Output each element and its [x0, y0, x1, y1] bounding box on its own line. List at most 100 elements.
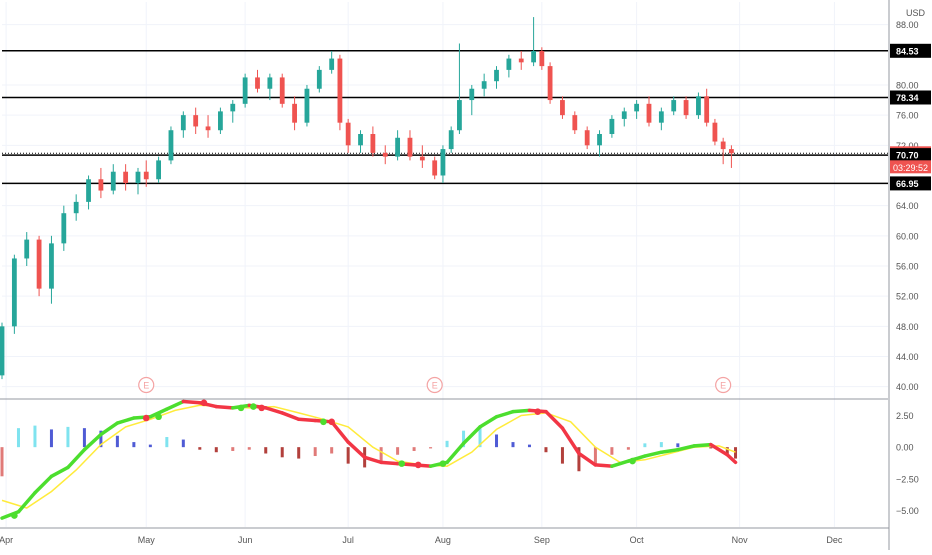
oscillator-segment [181, 399, 202, 405]
price-tick-label: 60.00 [896, 231, 919, 241]
countdown-box [890, 160, 931, 174]
candle-body [193, 115, 199, 127]
candle-body [621, 111, 627, 119]
price-tick-label: 76.00 [896, 111, 919, 121]
oscillator-segment [362, 455, 383, 465]
candle-body [168, 130, 174, 161]
candle-body [395, 137, 401, 157]
histogram-bar [495, 434, 499, 448]
cross-dot [328, 418, 335, 426]
candle-body [345, 122, 351, 146]
oscillator-segment [610, 459, 631, 468]
oscillator-segment [296, 417, 317, 423]
candle-body [518, 58, 524, 63]
histogram-bar [280, 447, 284, 458]
candle-body [609, 118, 615, 134]
candle-body [337, 58, 343, 123]
cross-dot [320, 418, 327, 426]
candle-body [61, 213, 67, 244]
oscillator-segment [82, 432, 103, 452]
price-tick-label: 52.00 [896, 292, 919, 302]
oscillator-segment [346, 440, 367, 460]
cross-dot [414, 461, 422, 469]
candle-body [98, 179, 104, 191]
oscillator-segment [643, 450, 664, 458]
oscillator-segment [511, 408, 532, 414]
candle-body [304, 88, 310, 123]
candle-body [292, 103, 297, 123]
oscillator-segment [593, 463, 614, 468]
oscillator-segment [445, 441, 466, 465]
candle-body [634, 103, 640, 112]
candle-body [279, 77, 285, 104]
histogram-bar [511, 442, 515, 448]
candle-body [143, 171, 149, 180]
price-label-box [890, 148, 931, 163]
month-tick-label: Aug [435, 535, 451, 545]
histogram-bar [99, 430, 103, 448]
candle-body [560, 100, 565, 116]
histogram-bar [445, 440, 449, 448]
month-tick-label: Oct [630, 535, 645, 545]
month-tick-label: Apr [0, 535, 13, 545]
candle-body [86, 179, 91, 202]
histogram-bar [659, 442, 663, 448]
histogram-bar [16, 428, 20, 448]
candle-body [205, 126, 211, 131]
histogram-bar [181, 439, 185, 448]
oscillator-segment [494, 409, 515, 419]
histogram-bar [247, 447, 251, 450]
candle-body [494, 69, 499, 82]
histogram-bar [346, 447, 350, 464]
candle-body [584, 130, 590, 146]
candle-body [11, 258, 17, 327]
oscillator-segment [560, 426, 581, 456]
candle-body [440, 149, 446, 176]
histogram-bar [115, 435, 119, 448]
candle-body [572, 115, 578, 131]
earnings-marker-label: E [720, 381, 726, 391]
candle-body [329, 58, 335, 70]
month-tick-label: May [138, 535, 156, 545]
oscillator-segment [99, 421, 120, 437]
candle-body [242, 77, 248, 104]
candle-body [597, 134, 602, 146]
oscillator-segment [329, 420, 350, 444]
oscillator-segment [115, 416, 136, 425]
candle-body [135, 171, 141, 184]
earnings-marker-label: E [143, 381, 149, 391]
histogram-bar [148, 444, 152, 448]
candle-body [720, 141, 726, 150]
histogram-bar [429, 447, 433, 449]
candles-layer [0, 17, 734, 380]
earnings-marker [426, 376, 443, 394]
oscillator-segment [263, 406, 284, 415]
oscillator-segment [544, 409, 565, 430]
cross-dot [142, 414, 150, 422]
price-label-text: 70.70 [896, 151, 919, 161]
price-tick-label: 48.00 [896, 322, 919, 332]
histogram-bar [527, 444, 531, 448]
cross-dot [398, 460, 406, 467]
candle-body [658, 111, 664, 123]
candle-body [370, 134, 376, 153]
histogram-bar [462, 430, 466, 448]
candle-body [539, 51, 545, 67]
histogram-bar [643, 443, 647, 448]
oscillator-tick-label: −5.00 [896, 506, 919, 516]
price-label-text: 66.95 [896, 179, 919, 189]
grid-layer [0, 2, 888, 527]
histogram-bar [412, 447, 416, 451]
candle-body [481, 81, 487, 89]
candle-body [646, 103, 652, 123]
oscillator-segment [33, 474, 54, 495]
candle-body [469, 88, 475, 101]
histogram-bar [330, 447, 334, 454]
cross-dot [250, 403, 257, 410]
candle-body [267, 77, 273, 89]
month-tick-label: Nov [732, 535, 749, 545]
